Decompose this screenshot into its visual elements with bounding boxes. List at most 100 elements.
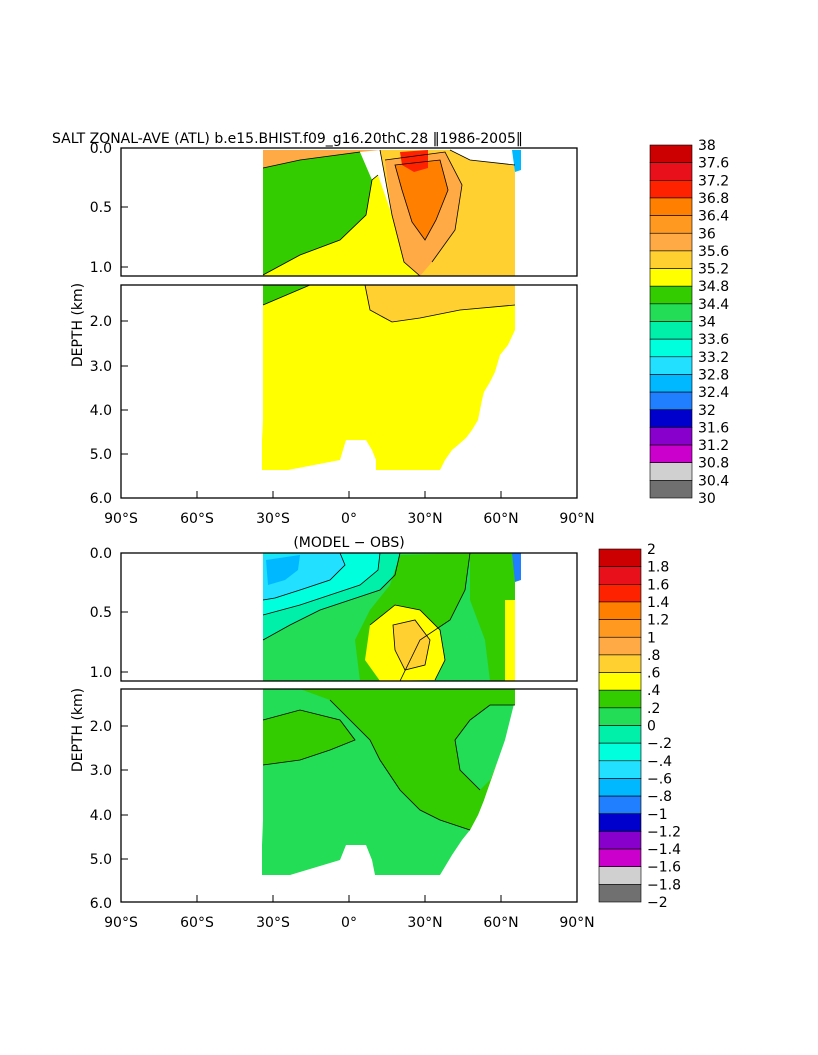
colorbar-label: 37.2 bbox=[698, 173, 729, 189]
x-tick-label: 90°S bbox=[104, 915, 138, 931]
colorbar-label: .8 bbox=[647, 648, 660, 664]
difference-region-arctic-edge bbox=[505, 600, 515, 681]
panel-2-y-tick-labels: 0.0 0.5 1.0 2.0 3.0 4.0 5.0 6.0 bbox=[90, 546, 112, 912]
colorbar-label: −1.2 bbox=[647, 824, 681, 840]
difference-colorbar: 21.81.61.41.21.8.6.4.20−.2−.4−.6−.8−1−1.… bbox=[598, 542, 681, 911]
colorbar-label: 1 bbox=[647, 630, 656, 646]
x-tick-label: 30°S bbox=[256, 915, 290, 931]
colorbar-label: 30.8 bbox=[698, 456, 729, 472]
x-tick-label: 90°S bbox=[104, 511, 138, 527]
difference-contour-5 bbox=[392, 619, 431, 671]
colorbar-label: .6 bbox=[647, 666, 660, 682]
salinity-region-subtropical-max bbox=[395, 160, 448, 240]
colorbar-swatch bbox=[649, 162, 693, 181]
salinity-contour-6 bbox=[449, 149, 516, 166]
y-tick-label: 3.0 bbox=[90, 763, 112, 779]
colorbar-label: −1 bbox=[647, 807, 668, 823]
colorbar-label: 2 bbox=[647, 542, 656, 558]
colorbar-swatch bbox=[649, 321, 693, 340]
panel-2-x-tick-labels: 90°S 60°S 30°S 0° 30°N 60°N 90°N bbox=[104, 915, 595, 931]
y-tick-label: 0.5 bbox=[90, 605, 112, 621]
colorbar-swatch bbox=[598, 813, 642, 832]
difference-deep-contour-1 bbox=[262, 709, 356, 766]
salinity-colorbar: 3837.637.236.836.43635.635.234.834.43433… bbox=[649, 138, 729, 507]
salinity-deep-contour-1 bbox=[364, 284, 516, 323]
colorbar-label: 1.2 bbox=[647, 613, 669, 629]
y-label-panel-2: DEPTH (km) bbox=[70, 688, 86, 772]
colorbar-swatch bbox=[598, 672, 642, 691]
colorbar-swatch bbox=[598, 601, 642, 620]
colorbar-label: 32 bbox=[698, 403, 716, 419]
colorbar-swatch bbox=[649, 303, 693, 322]
y-tick-label: 1.0 bbox=[90, 260, 112, 276]
panel-1-x-tick-labels: 90°S 60°S 30°S 0° 30°N 60°N 90°N bbox=[104, 511, 595, 527]
x-tick-label: 60°S bbox=[180, 915, 214, 931]
colorbar-swatch bbox=[598, 619, 642, 638]
salinity-region-south-low bbox=[263, 152, 372, 275]
colorbar-swatch bbox=[649, 180, 693, 199]
salinity-deep-region bbox=[262, 285, 515, 470]
colorbar-swatch bbox=[598, 654, 642, 673]
y-tick-label: 2.0 bbox=[90, 719, 112, 735]
difference-contour-6 bbox=[399, 552, 471, 682]
colorbar-swatch bbox=[598, 848, 642, 867]
y-tick-label: 6.0 bbox=[90, 896, 112, 912]
colorbar-swatch bbox=[649, 356, 693, 375]
salinity-deep-contour-2 bbox=[262, 284, 311, 306]
panel-difference: (MODEL − OBS) bbox=[70, 535, 681, 931]
y-tick-label: 0.0 bbox=[90, 141, 112, 157]
panel-2-upper-frame bbox=[120, 552, 578, 682]
colorbar-swatch bbox=[649, 444, 693, 463]
difference-upper-field bbox=[262, 552, 521, 682]
colorbar-label: 33.2 bbox=[698, 350, 729, 366]
colorbar-swatch bbox=[649, 374, 693, 393]
colorbar-swatch bbox=[649, 268, 693, 287]
x-tick-label: 90°N bbox=[559, 915, 594, 931]
y-tick-label: 4.0 bbox=[90, 403, 112, 419]
salinity-contour-3 bbox=[379, 149, 421, 277]
colorbar-swatch bbox=[598, 566, 642, 585]
y-tick-label: 4.0 bbox=[90, 808, 112, 824]
colorbar-swatch bbox=[598, 795, 642, 815]
y-tick-label: 5.0 bbox=[90, 447, 112, 463]
difference-deep-positive-north bbox=[300, 689, 515, 830]
x-tick-label: 0° bbox=[341, 511, 357, 527]
colorbar-label: 0 bbox=[647, 719, 656, 735]
salinity-upper-field bbox=[262, 149, 521, 277]
colorbar-label: 34 bbox=[698, 315, 716, 331]
salinity-contour-5 bbox=[394, 159, 449, 241]
difference-region-surface-min bbox=[266, 555, 300, 585]
salinity-deep-north bbox=[365, 285, 515, 322]
colorbar-swatch bbox=[598, 636, 642, 656]
colorbar-swatch bbox=[649, 427, 693, 446]
colorbar-label: 34.8 bbox=[698, 279, 729, 295]
x-tick-label: 0° bbox=[341, 915, 357, 931]
colorbar-label: −2 bbox=[647, 895, 668, 911]
colorbar-label: −.6 bbox=[647, 771, 672, 787]
colorbar-label: −.2 bbox=[647, 736, 672, 752]
x-tick-label: 90°N bbox=[559, 511, 594, 527]
colorbar-label: 31.6 bbox=[698, 420, 729, 436]
colorbar-swatch bbox=[598, 707, 642, 726]
y-tick-label: 2.0 bbox=[90, 314, 112, 330]
colorbar-swatch bbox=[598, 884, 642, 903]
colorbar-label: −.4 bbox=[647, 754, 672, 770]
difference-deep-positive-south bbox=[263, 710, 355, 765]
panel-1-y-ticks bbox=[121, 147, 128, 455]
panel-2-title: (MODEL − OBS) bbox=[293, 535, 404, 551]
colorbar-swatch bbox=[649, 215, 693, 234]
colorbar-swatch bbox=[649, 480, 693, 499]
x-tick-label: 60°N bbox=[483, 511, 518, 527]
salinity-region-central bbox=[263, 175, 420, 276]
panel-1-x-ticks bbox=[196, 491, 502, 498]
colorbar-label: 35.6 bbox=[698, 244, 729, 260]
colorbar-swatch bbox=[649, 144, 693, 163]
difference-contour-4 bbox=[369, 604, 446, 681]
colorbar-label: −1.8 bbox=[647, 877, 681, 893]
colorbar-label: −1.4 bbox=[647, 842, 681, 858]
salinity-region-southern-surface bbox=[263, 150, 380, 168]
salinity-contour-1 bbox=[262, 151, 361, 169]
y-tick-label: 0.0 bbox=[90, 546, 112, 562]
colorbar-label: 36.4 bbox=[698, 209, 729, 225]
